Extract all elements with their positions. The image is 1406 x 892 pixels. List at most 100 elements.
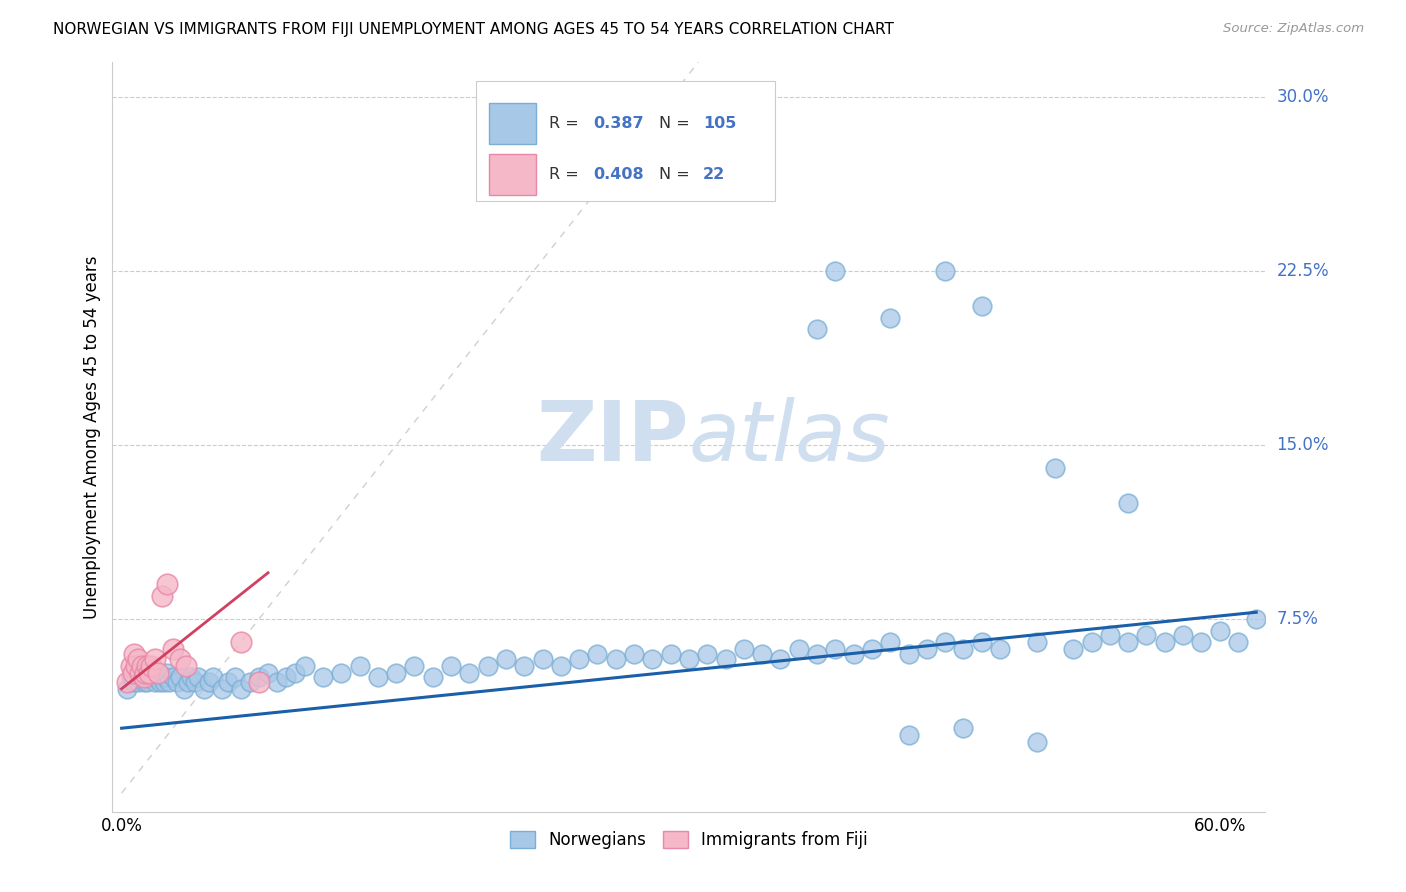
Point (120, 670, 142, 684)
Point (641, 651, 664, 665)
Point (988, 642, 1011, 657)
Point (198, 674, 221, 689)
Point (124, 665, 146, 680)
Point (169, 651, 191, 665)
Point (1226, 635, 1249, 649)
Point (134, 665, 156, 680)
Text: 22.5%: 22.5% (1277, 262, 1329, 280)
Point (349, 658, 371, 673)
Point (115, 681, 138, 696)
Point (568, 651, 591, 665)
Point (1208, 624, 1230, 638)
Point (148, 665, 170, 680)
Point (586, 647, 609, 661)
Point (136, 674, 159, 689)
Point (531, 651, 554, 665)
Point (1116, 496, 1139, 510)
Point (970, 635, 993, 649)
Point (787, 642, 810, 657)
Point (125, 670, 148, 684)
Text: ZIP: ZIP (537, 397, 689, 477)
Point (806, 322, 828, 336)
Point (1135, 628, 1157, 642)
Point (124, 647, 146, 661)
Text: R =: R = (550, 167, 585, 182)
Point (458, 665, 481, 680)
Point (1189, 635, 1212, 649)
Point (1171, 628, 1194, 642)
Point (824, 642, 846, 657)
Text: 15.0%: 15.0% (1277, 436, 1329, 454)
Point (155, 670, 177, 684)
Point (276, 670, 298, 684)
Point (138, 665, 160, 680)
Point (751, 647, 773, 661)
Point (150, 589, 173, 603)
Point (733, 642, 755, 657)
Point (115, 674, 138, 689)
Point (184, 674, 207, 689)
Point (1043, 461, 1066, 475)
Text: N =: N = (659, 116, 695, 130)
Text: 105: 105 (703, 116, 737, 130)
Point (312, 670, 335, 684)
Point (131, 658, 153, 673)
Point (176, 674, 198, 689)
Point (156, 665, 179, 680)
Point (934, 635, 956, 649)
Point (806, 647, 828, 661)
Y-axis label: Unemployment Among Ages 45 to 54 years: Unemployment Among Ages 45 to 54 years (83, 255, 101, 619)
Point (131, 670, 153, 684)
Point (121, 665, 143, 680)
Point (422, 670, 444, 684)
Point (266, 674, 288, 689)
Point (330, 665, 353, 680)
Point (623, 647, 645, 661)
Point (860, 642, 883, 657)
Point (1116, 635, 1139, 649)
Point (125, 658, 148, 673)
Point (193, 681, 215, 696)
Point (187, 670, 209, 684)
Point (952, 721, 974, 735)
Point (145, 670, 167, 684)
Point (202, 670, 225, 684)
Point (897, 647, 920, 661)
Point (284, 665, 307, 680)
Point (121, 674, 143, 689)
Point (211, 681, 233, 696)
Point (1062, 642, 1084, 657)
Point (156, 577, 179, 591)
Point (714, 651, 737, 665)
Point (1080, 635, 1102, 649)
Point (879, 310, 901, 325)
Point (897, 728, 920, 742)
Point (970, 299, 993, 313)
Point (157, 674, 180, 689)
Point (477, 658, 499, 673)
Text: 22: 22 (703, 167, 725, 182)
Text: 0.387: 0.387 (593, 116, 644, 130)
Point (1244, 612, 1267, 626)
Point (143, 651, 166, 665)
Text: N =: N = (659, 167, 695, 182)
Point (842, 647, 865, 661)
Point (217, 674, 239, 689)
Text: NORWEGIAN VS IMMIGRANTS FROM FIJI UNEMPLOYMENT AMONG AGES 45 TO 54 YEARS CORRELA: NORWEGIAN VS IMMIGRANTS FROM FIJI UNEMPL… (53, 22, 894, 37)
Point (294, 658, 316, 673)
Point (934, 264, 956, 278)
Point (139, 658, 162, 673)
Point (440, 658, 463, 673)
Legend: Norwegians, Immigrants from Fiji: Norwegians, Immigrants from Fiji (503, 824, 875, 855)
Point (120, 658, 142, 673)
Point (174, 658, 197, 673)
Point (143, 674, 166, 689)
Text: 7.5%: 7.5% (1277, 610, 1319, 628)
Point (162, 670, 184, 684)
Text: 30.0%: 30.0% (1277, 88, 1329, 106)
Point (132, 674, 155, 689)
Point (1153, 635, 1175, 649)
Point (173, 681, 195, 696)
Bar (489, 103, 536, 144)
Point (152, 674, 174, 689)
